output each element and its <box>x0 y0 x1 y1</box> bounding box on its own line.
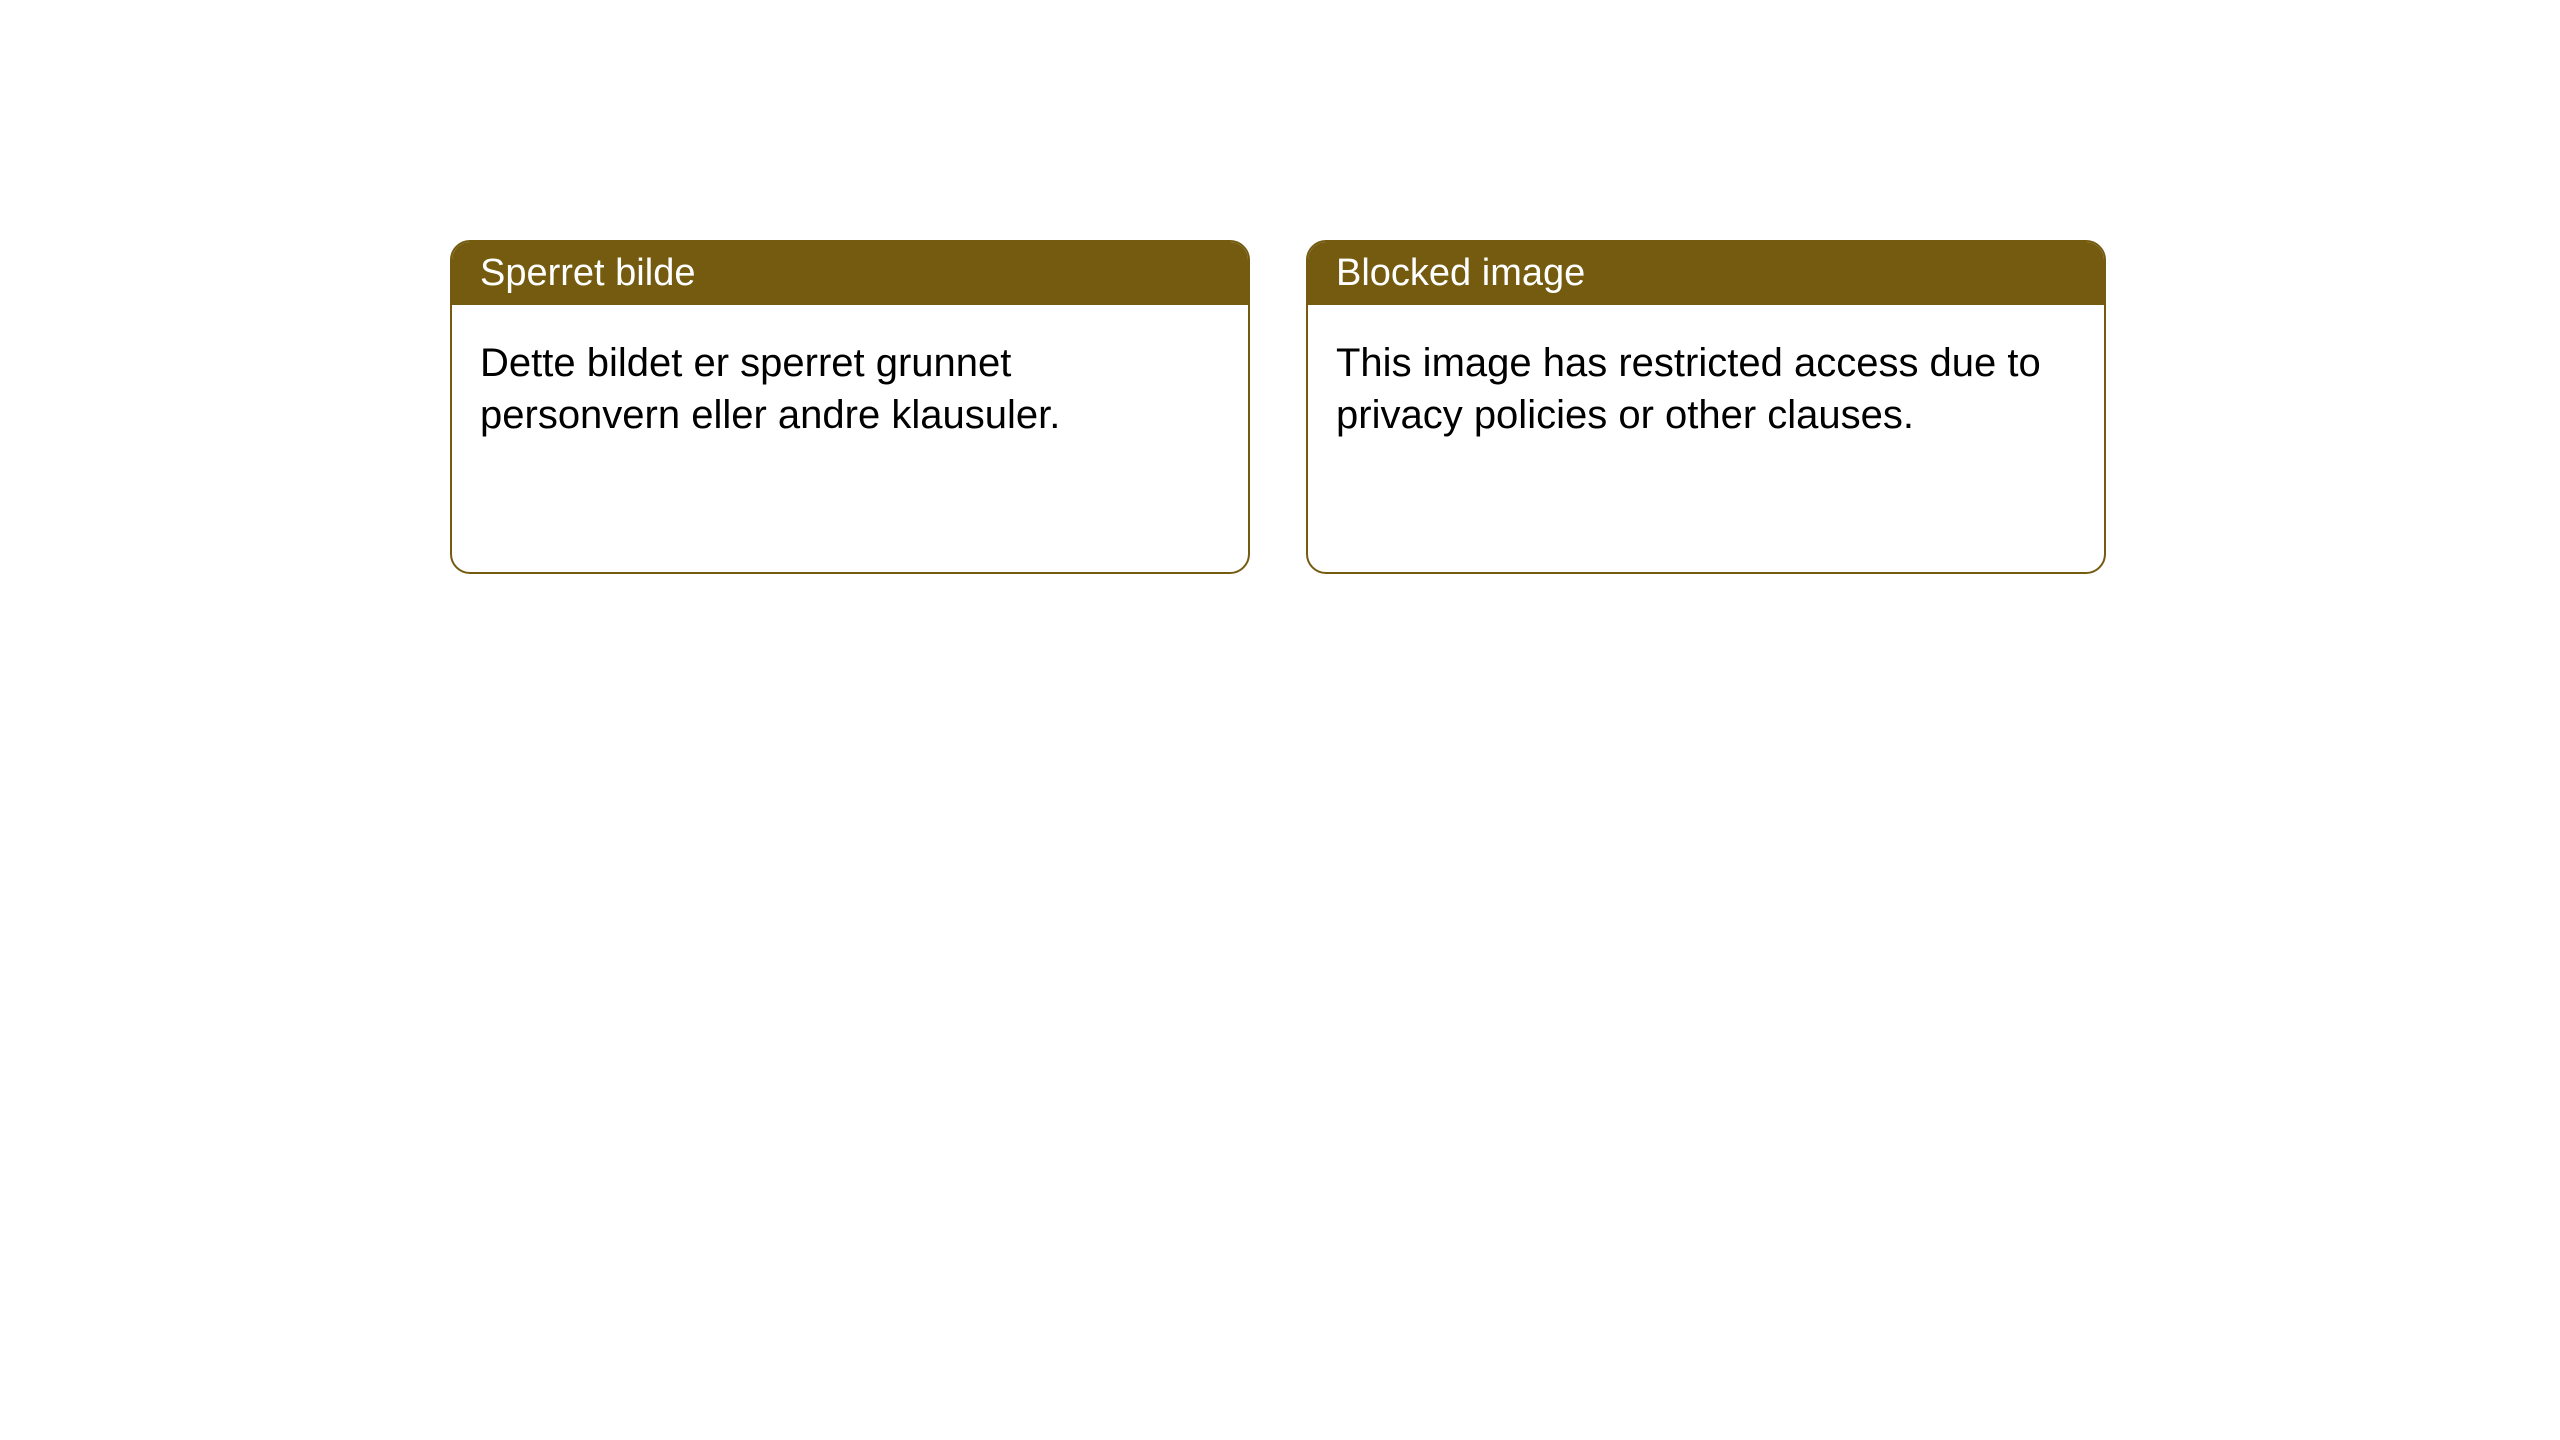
notice-header: Blocked image <box>1308 242 2104 305</box>
notice-text: Dette bildet er sperret grunnet personve… <box>480 341 1060 437</box>
notice-box-norwegian: Sperret bilde Dette bildet er sperret gr… <box>450 240 1250 574</box>
notice-text: This image has restricted access due to … <box>1336 341 2041 437</box>
notice-title: Blocked image <box>1336 252 1585 294</box>
notice-body: Dette bildet er sperret grunnet personve… <box>452 305 1248 473</box>
notice-header: Sperret bilde <box>452 242 1248 305</box>
notice-box-english: Blocked image This image has restricted … <box>1306 240 2106 574</box>
notice-container: Sperret bilde Dette bildet er sperret gr… <box>450 240 2106 574</box>
notice-title: Sperret bilde <box>480 252 695 294</box>
notice-body: This image has restricted access due to … <box>1308 305 2104 473</box>
